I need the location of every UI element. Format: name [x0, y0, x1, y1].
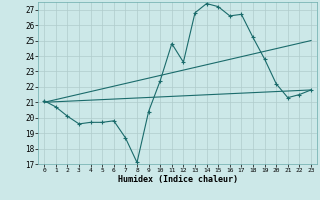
- X-axis label: Humidex (Indice chaleur): Humidex (Indice chaleur): [118, 175, 238, 184]
